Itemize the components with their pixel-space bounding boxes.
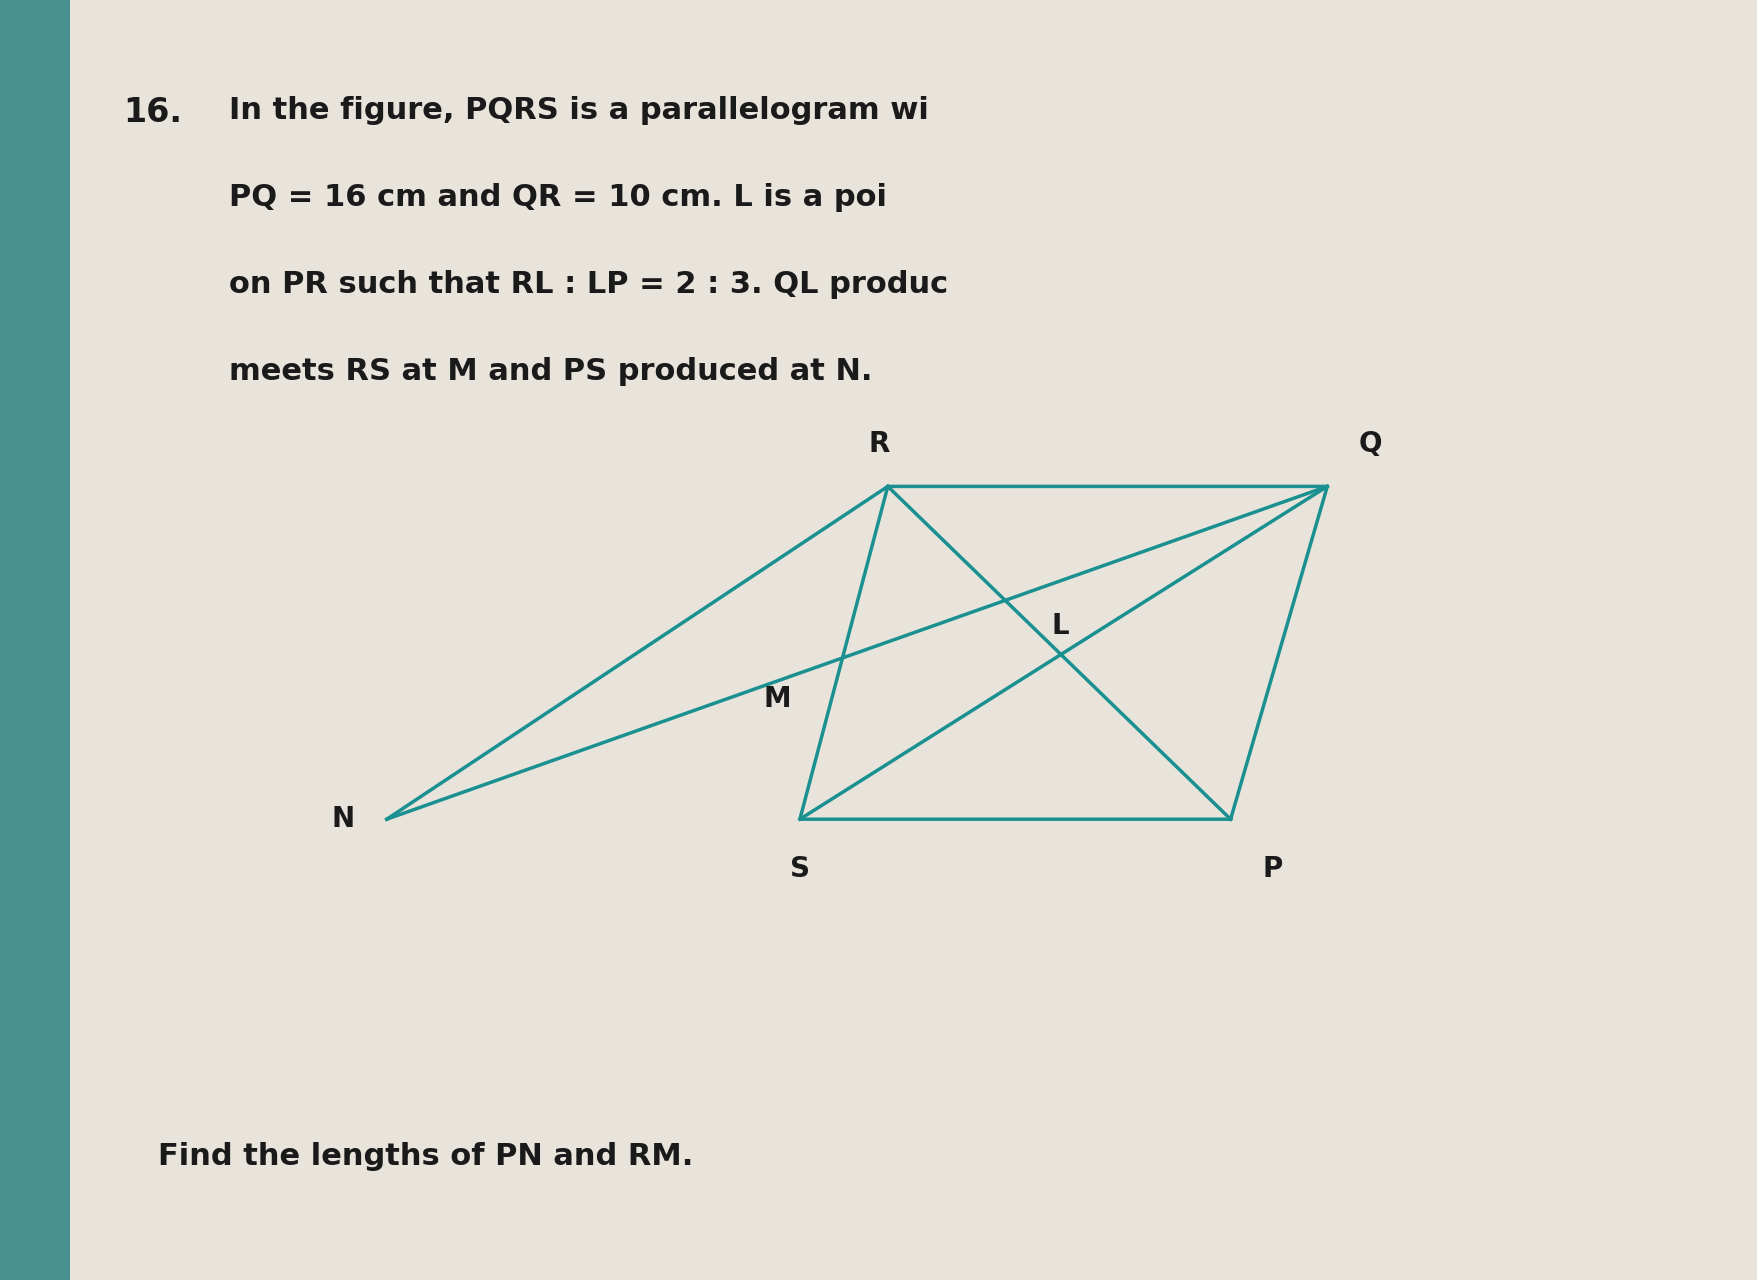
Text: Find the lengths of PN and RM.: Find the lengths of PN and RM. [158,1142,694,1171]
Text: R: R [868,430,889,458]
Text: N: N [332,805,355,833]
Text: 16.: 16. [123,96,183,129]
Text: PQ = 16 cm and QR = 10 cm. L is a poi: PQ = 16 cm and QR = 10 cm. L is a poi [228,183,886,212]
Bar [0,0,70,1280]
Text: P: P [1262,855,1283,883]
Text: meets RS at M and PS produced at N.: meets RS at M and PS produced at N. [228,357,871,387]
Text: M: M [763,685,791,713]
Text: S: S [789,855,810,883]
Text: In the figure, PQRS is a parallelogram wi: In the figure, PQRS is a parallelogram w… [228,96,928,125]
Text: Q: Q [1358,430,1381,458]
Text: L: L [1051,612,1068,640]
Text: on PR such that RL : LP = 2 : 3. QL produc: on PR such that RL : LP = 2 : 3. QL prod… [228,270,947,300]
